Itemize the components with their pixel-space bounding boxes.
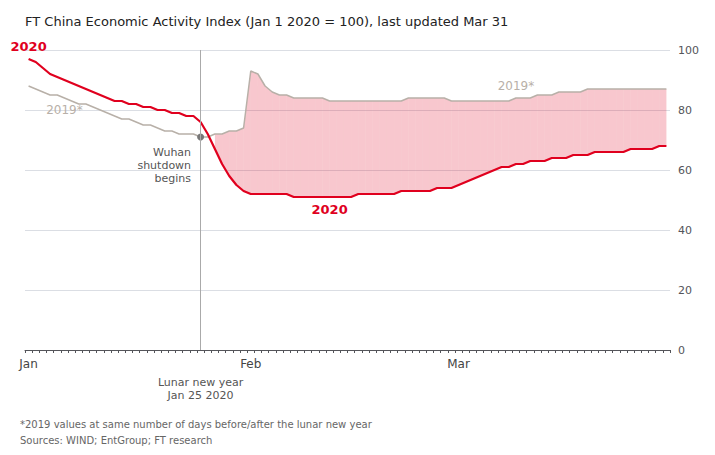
svg-text:2020: 2020 bbox=[10, 39, 46, 54]
svg-text:*2019 values at same number of: *2019 values at same number of days befo… bbox=[20, 419, 373, 430]
svg-text:Sources: WIND; EntGroup; FT re: Sources: WIND; EntGroup; FT research bbox=[20, 435, 212, 446]
svg-text:Jan 25 2020: Jan 25 2020 bbox=[167, 389, 234, 402]
svg-text:2019*: 2019* bbox=[46, 103, 83, 117]
svg-text:2019*: 2019* bbox=[498, 79, 535, 93]
svg-text:60: 60 bbox=[678, 164, 692, 177]
svg-text:20: 20 bbox=[678, 284, 692, 297]
svg-text:40: 40 bbox=[678, 224, 692, 237]
svg-text:Lunar new year: Lunar new year bbox=[158, 376, 244, 389]
svg-text:Jan: Jan bbox=[18, 357, 37, 371]
svg-text:80: 80 bbox=[678, 104, 692, 117]
svg-text:FT China Economic Activity Ind: FT China Economic Activity Index (Jan 1 … bbox=[25, 14, 508, 29]
svg-text:begins: begins bbox=[155, 172, 192, 185]
svg-text:shutdown: shutdown bbox=[137, 159, 191, 172]
svg-text:Feb: Feb bbox=[240, 357, 261, 371]
svg-text:100: 100 bbox=[678, 44, 699, 57]
svg-text:Mar: Mar bbox=[447, 357, 470, 371]
svg-text:2020: 2020 bbox=[311, 202, 347, 217]
svg-text:0: 0 bbox=[678, 344, 685, 357]
svg-text:Wuhan: Wuhan bbox=[153, 146, 191, 159]
